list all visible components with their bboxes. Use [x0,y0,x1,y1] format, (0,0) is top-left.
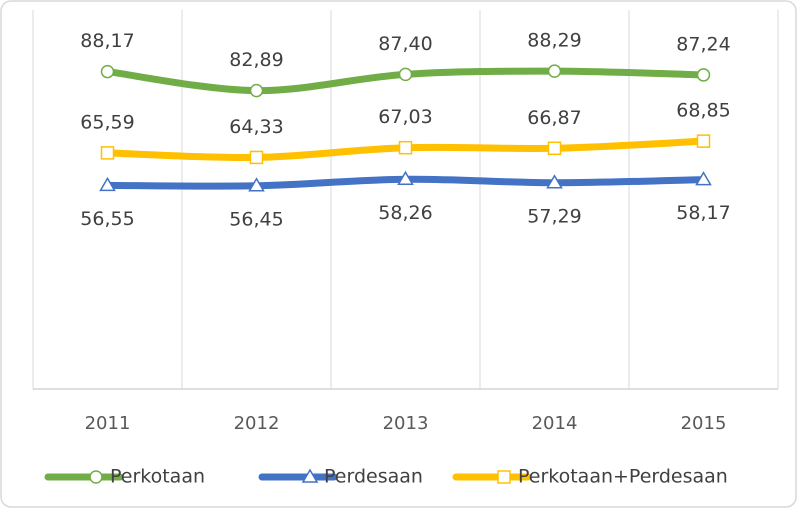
data-label: 58,26 [378,202,432,224]
x-tick-label: 2015 [681,413,727,434]
marker [398,140,413,155]
data-label: 57,29 [527,205,581,227]
data-label: 87,24 [676,33,730,55]
data-label: 82,89 [229,49,283,71]
legend-marker [497,470,511,484]
marker [695,171,712,186]
data-label: 68,85 [676,100,730,122]
legend-label: Perdesaan [324,466,423,488]
marker [696,68,711,82]
marker [249,83,264,98]
legend-marker [89,470,103,484]
marker [99,176,116,192]
marker [248,177,265,192]
marker [547,141,562,156]
marker [397,170,414,186]
data-label: 56,45 [229,208,283,230]
data-label: 67,03 [378,106,432,128]
marker [546,174,563,189]
marker [100,146,115,160]
legend-label: Perkotaan [110,466,205,488]
x-tick-label: 2012 [234,413,280,434]
x-tick-label: 2013 [383,413,429,434]
x-tick-label: 2011 [85,413,131,434]
data-label: 56,55 [80,208,134,230]
marker [398,67,413,82]
data-label: 64,33 [229,116,283,138]
data-label: 66,87 [527,107,581,129]
legend-marker [301,468,319,483]
data-label: 88,29 [527,30,581,52]
data-label: 87,40 [378,33,432,55]
marker [249,150,264,165]
data-label: 58,17 [676,202,730,224]
data-label: 65,59 [80,111,134,133]
data-label: 88,17 [80,30,134,52]
x-tick-label: 2014 [532,413,578,434]
marker [100,64,115,79]
legend-label: Perkotaan+Perdesaan [518,466,728,488]
marker [696,134,711,148]
marker [547,64,562,78]
